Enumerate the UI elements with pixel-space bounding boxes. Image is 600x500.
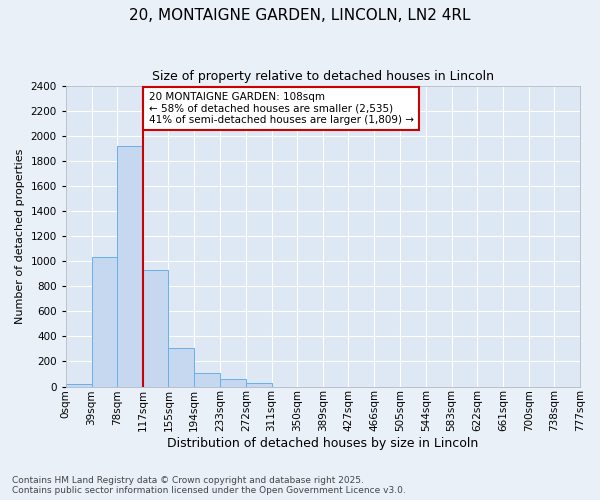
Bar bbox=[169, 348, 194, 387]
Bar bbox=[118, 146, 143, 386]
Text: 20 MONTAIGNE GARDEN: 108sqm
← 58% of detached houses are smaller (2,535)
41% of : 20 MONTAIGNE GARDEN: 108sqm ← 58% of det… bbox=[149, 92, 413, 125]
Bar bbox=[220, 379, 246, 386]
Y-axis label: Number of detached properties: Number of detached properties bbox=[15, 148, 25, 324]
X-axis label: Distribution of detached houses by size in Lincoln: Distribution of detached houses by size … bbox=[167, 437, 479, 450]
Bar bbox=[194, 373, 220, 386]
Bar bbox=[92, 258, 118, 386]
Title: Size of property relative to detached houses in Lincoln: Size of property relative to detached ho… bbox=[152, 70, 494, 83]
Bar bbox=[66, 384, 92, 386]
Text: Contains HM Land Registry data © Crown copyright and database right 2025.
Contai: Contains HM Land Registry data © Crown c… bbox=[12, 476, 406, 495]
Text: 20, MONTAIGNE GARDEN, LINCOLN, LN2 4RL: 20, MONTAIGNE GARDEN, LINCOLN, LN2 4RL bbox=[129, 8, 471, 22]
Bar bbox=[143, 270, 169, 386]
Bar bbox=[246, 382, 272, 386]
